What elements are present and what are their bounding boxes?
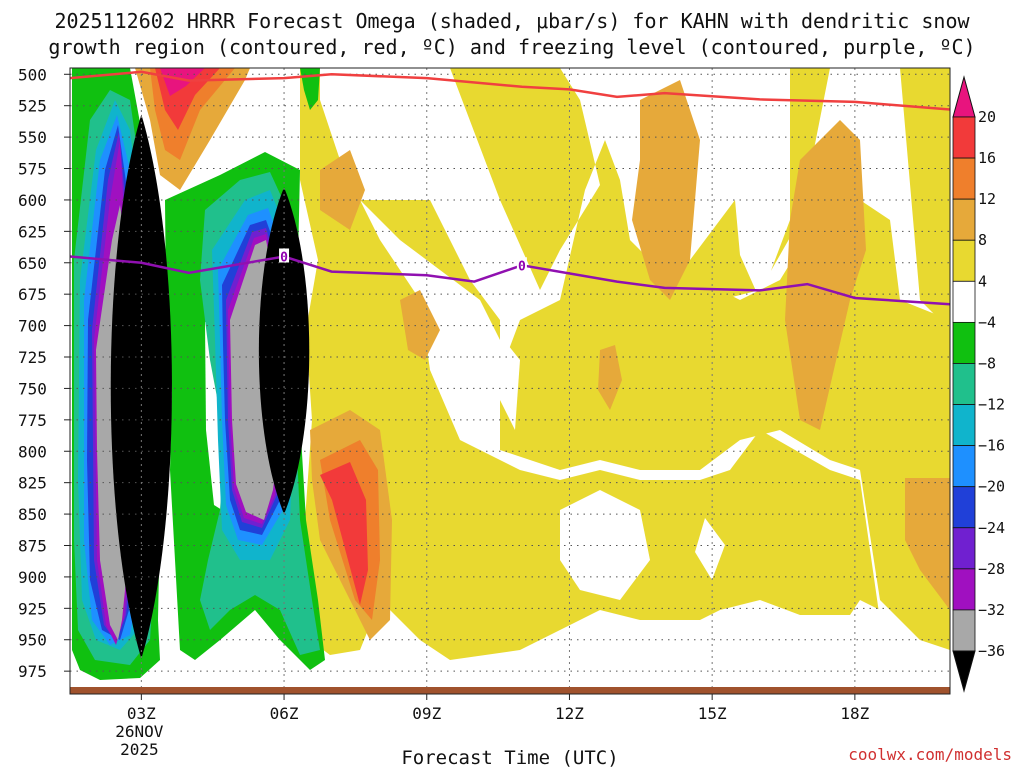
colorbar-swatch xyxy=(952,445,976,488)
y-tick-label: 725 xyxy=(18,348,47,367)
colorbar-swatch xyxy=(952,404,976,447)
colorbar-tick-label: −28 xyxy=(978,560,1005,578)
colorbar-swatch xyxy=(952,527,976,570)
gridlines xyxy=(70,68,950,690)
colorbar-tick-label: −8 xyxy=(978,354,996,372)
colorbar-bottom-arrow xyxy=(952,650,976,693)
plot-area xyxy=(70,68,950,690)
colorbar-tick-label: −36 xyxy=(978,642,1005,660)
y-tick-label: 875 xyxy=(18,536,47,555)
y-tick-label: 825 xyxy=(18,474,47,493)
ground-strip xyxy=(70,687,950,694)
colorbar-swatch xyxy=(952,280,976,323)
colorbar: 20 16 12 8 4 −4 −8 −12 −16 −20 −24 −28 −32 −36 xyxy=(952,75,1005,693)
colorbar-tick-label: −20 xyxy=(978,478,1005,496)
y-tick-label: 750 xyxy=(18,379,47,398)
x-tick-label: 18Z xyxy=(840,704,869,723)
shade-orange-2 xyxy=(785,120,866,430)
shade-white-hole-2 xyxy=(695,518,725,580)
y-tick-label: 800 xyxy=(18,442,47,461)
colorbar-swatch xyxy=(952,321,976,364)
freezing-level-labels: 00 xyxy=(279,248,527,274)
colorbar-tick-label: 16 xyxy=(978,149,996,167)
shade-orange-1 xyxy=(632,80,700,300)
colorbar-swatch xyxy=(952,239,976,282)
colorbar-swatch xyxy=(952,363,976,405)
credit-text: coolwx.com/models xyxy=(848,745,1012,764)
shade-orange-3 xyxy=(400,290,440,360)
shade-green-strip xyxy=(300,68,320,110)
y-tick-label: 500 xyxy=(18,65,47,84)
x-tick-label: 03Z xyxy=(127,704,156,723)
freezing-label-bg xyxy=(516,257,527,272)
y-tick-label: 550 xyxy=(18,128,47,147)
colorbar-swatch xyxy=(952,198,976,241)
colorbar-tick-label: −4 xyxy=(978,313,996,331)
colorbar-swatch xyxy=(952,116,976,159)
colorbar-tick-label: −32 xyxy=(978,601,1005,619)
x-tick-date: 26NOV xyxy=(115,722,164,741)
shade-orange-4 xyxy=(598,345,622,410)
chart-title-line2: growth region (contoured, red, ºC) and f… xyxy=(48,35,975,59)
freezing-label-bg xyxy=(279,248,290,263)
x-tick-label: 09Z xyxy=(412,704,441,723)
colorbar-swatch xyxy=(952,486,976,529)
y-tick-label: 775 xyxy=(18,411,47,430)
colorbar-tick-label: −12 xyxy=(978,396,1005,414)
freezing-level-contour xyxy=(70,255,950,306)
x-tick-label: 06Z xyxy=(270,704,299,723)
colorbar-swatch xyxy=(952,568,976,611)
x-tick-year: 2025 xyxy=(120,740,159,759)
colorbar-tick-label: −24 xyxy=(978,519,1005,537)
colorbar-tick-label: 12 xyxy=(978,190,996,208)
y-tick-label: 975 xyxy=(18,662,47,681)
y-tick-label: 675 xyxy=(18,285,47,304)
colorbar-swatch xyxy=(952,609,976,652)
chart-title-line1: 2025112602 HRRR Forecast Omega (shaded, … xyxy=(54,9,970,33)
shade-orange-6 xyxy=(320,150,365,230)
shade-white-hole-3 xyxy=(500,335,520,430)
colorbar-tick-label: 20 xyxy=(978,108,996,126)
shade-magenta-top-04z xyxy=(160,68,205,96)
y-tick-label: 625 xyxy=(18,222,47,241)
dgz-top-contour xyxy=(70,70,950,111)
y-tick-label: 525 xyxy=(18,97,47,116)
y-tick-label: 650 xyxy=(18,254,47,273)
shade-orange-5 xyxy=(905,478,950,610)
freezing-level-label: 0 xyxy=(280,250,288,265)
colorbar-tick-label: −16 xyxy=(978,437,1005,455)
y-axis: 500 525 550 575 600 625 650 675 700 725 750 775 800 8… xyxy=(18,65,70,681)
x-axis-label: Forecast Time (UTC) xyxy=(401,747,618,768)
colorbar-tick-label: 8 xyxy=(978,231,987,249)
y-tick-label: 850 xyxy=(18,505,47,524)
shade-white-hole-1 xyxy=(560,490,650,600)
x-tick-label: 12Z xyxy=(555,704,584,723)
x-tick-label: 15Z xyxy=(698,704,727,723)
y-tick-label: 575 xyxy=(18,160,47,179)
y-tick-label: 925 xyxy=(18,599,47,618)
freezing-level-label: 0 xyxy=(518,259,526,274)
y-tick-label: 950 xyxy=(18,631,47,650)
y-tick-label: 700 xyxy=(18,317,47,336)
colorbar-tick-label: 4 xyxy=(978,272,987,290)
y-tick-label: 900 xyxy=(18,568,47,587)
plot-frame xyxy=(69,67,951,695)
colorbar-swatch xyxy=(952,157,976,200)
y-tick-label: 600 xyxy=(18,191,47,210)
colorbar-top-arrow xyxy=(952,75,976,118)
shade-red-core-08z xyxy=(320,462,368,605)
